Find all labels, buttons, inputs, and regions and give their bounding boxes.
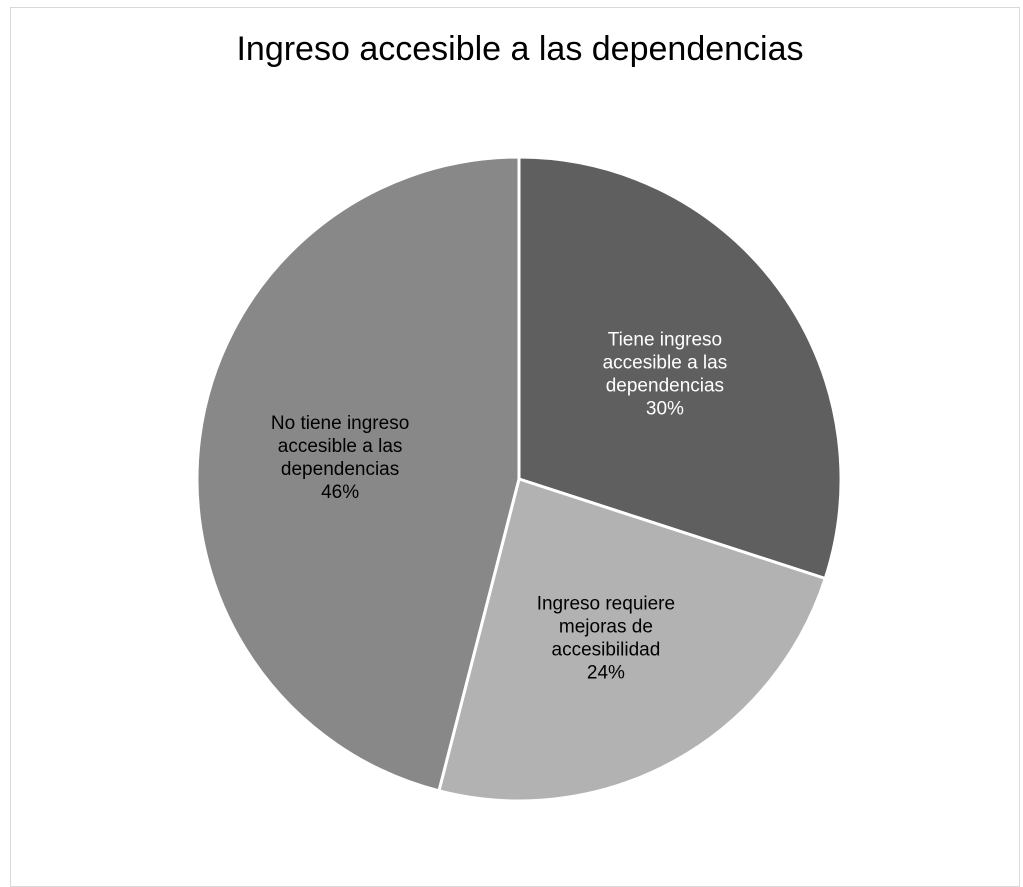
pie-slice-label-line: mejoras de <box>559 617 653 638</box>
pie-slice-label-line: dependencias <box>281 459 399 480</box>
pie-slice-2 <box>195 155 521 793</box>
pie-slice-label-line: accesible a las <box>278 436 403 457</box>
pie-slice-0 <box>517 155 843 581</box>
pie-slice-label-line: accesible a las <box>603 353 728 374</box>
pie-slice-percent: 24% <box>587 663 625 684</box>
pie-slice-label-line: Tiene ingreso <box>608 330 722 351</box>
pie-slice-label-2: No tiene ingreso accesible a las dependenc… <box>271 413 409 503</box>
pie-slice-label-line: accesibilidad <box>552 640 661 661</box>
pie-slice-label-1: Ingreso requiere mejoras de accesibilidad 2… <box>537 594 675 684</box>
pie-slice-percent: 46% <box>321 482 359 503</box>
chart-title: Ingreso accesible a las dependencias <box>236 30 804 68</box>
pie-slice-label-0: Tiene ingreso accesible a las dependencias… <box>603 330 728 420</box>
pie-slice-label-line: No tiene ingreso <box>271 413 409 434</box>
pie-slice-label-line: Ingreso requiere <box>537 594 675 615</box>
pie-slice-label-line: dependencias <box>606 376 724 397</box>
pie-slice-percent: 30% <box>646 399 684 420</box>
pie-slice-1 <box>437 477 827 803</box>
